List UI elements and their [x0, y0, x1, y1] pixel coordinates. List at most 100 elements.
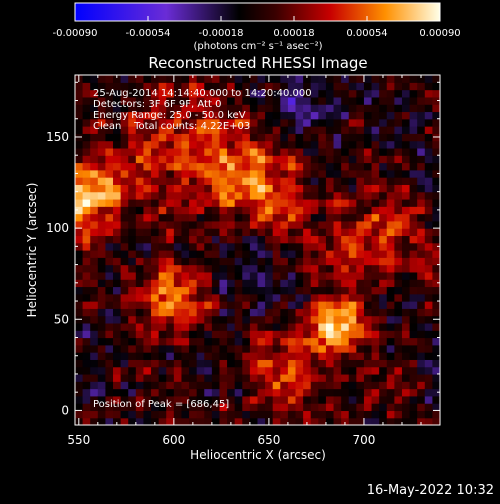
- heatmap-cell: [333, 395, 342, 404]
- heatmap-cell: [417, 118, 426, 127]
- heatmap-cell: [173, 286, 183, 295]
- heatmap-cell: [432, 293, 440, 302]
- heatmap-cell: [432, 198, 440, 207]
- heatmap-cell: [135, 337, 145, 346]
- heatmap-cell: [82, 352, 91, 360]
- heatmap-cell: [341, 286, 350, 295]
- heatmap-cell: [120, 403, 129, 412]
- heatmap-cell: [120, 395, 129, 404]
- heatmap-cell: [272, 75, 281, 83]
- heatmap-cell: [257, 126, 266, 134]
- heatmap-cell: [318, 257, 327, 266]
- heatmap-cell: [280, 257, 289, 266]
- heatmap-cell: [204, 242, 213, 251]
- heatmap-cell: [227, 104, 236, 113]
- heatmap-cell: [158, 417, 167, 425]
- heatmap-cell: [189, 89, 198, 98]
- heatmap-cell: [424, 308, 433, 317]
- heatmap-cell: [113, 381, 122, 390]
- heatmap-cell: [181, 177, 190, 185]
- heatmap-cell: [379, 395, 388, 404]
- heatmap-cell: [234, 322, 243, 331]
- heatmap-cell: [333, 75, 342, 83]
- heatmap-cell: [310, 381, 319, 390]
- heatmap-cell: [272, 373, 281, 382]
- heatmap-cell: [424, 279, 433, 288]
- heatmap-cell: [341, 235, 350, 244]
- heatmap-cell: [227, 213, 236, 222]
- heatmap-cell: [97, 169, 107, 178]
- heatmap-cell: [401, 337, 411, 346]
- heatmap-cell: [143, 75, 152, 83]
- heatmap-cell: [173, 322, 183, 331]
- heatmap-cell: [189, 250, 198, 258]
- heatmap-cell: [295, 264, 304, 273]
- heatmap-cell: [265, 403, 274, 412]
- heatmap-cell: [173, 279, 183, 288]
- heatmap-cell: [249, 315, 259, 324]
- heatmap-cell: [386, 410, 395, 419]
- heatmap-cell: [234, 403, 243, 412]
- heatmap-cell: [272, 417, 281, 425]
- heatmap-cell: [310, 118, 319, 127]
- heatmap-cell: [280, 206, 289, 215]
- heatmap-cell: [257, 169, 266, 178]
- heatmap-cell: [348, 366, 357, 375]
- heatmap-cell: [204, 322, 213, 331]
- heatmap-cell: [409, 213, 418, 222]
- heatmap-cell: [424, 104, 433, 113]
- heatmap-cell: [242, 250, 251, 258]
- heatmap-cell: [272, 264, 281, 273]
- heatmap-cell: [234, 220, 243, 229]
- heatmap-cell: [272, 352, 281, 360]
- heatmap-cell: [97, 271, 107, 280]
- heatmap-cell: [356, 366, 365, 375]
- heatmap-cell: [143, 344, 152, 353]
- heatmap-cell: [386, 330, 395, 339]
- heatmap-cell: [135, 286, 145, 295]
- heatmap-cell: [189, 373, 198, 382]
- heatmap-cell: [128, 155, 137, 164]
- heatmap-cell: [417, 403, 426, 412]
- heatmap-cell: [189, 75, 198, 83]
- heatmap-cell: [242, 213, 251, 222]
- heatmap-cell: [432, 366, 440, 375]
- heatmap-cell: [113, 264, 122, 273]
- heatmap-cell: [363, 337, 373, 346]
- heatmap-cell: [97, 279, 107, 288]
- heatmap-cell: [189, 191, 198, 200]
- heatmap-cell: [75, 381, 84, 390]
- heatmap-cell: [227, 126, 236, 134]
- heatmap-cell: [379, 198, 388, 207]
- heatmap-cell: [211, 162, 221, 171]
- heatmap-cell: [105, 381, 114, 390]
- heatmap-cell: [386, 191, 395, 200]
- heatmap-cell: [432, 403, 440, 412]
- heatmap-cell: [394, 228, 403, 237]
- heatmap-cell: [325, 301, 335, 309]
- heatmap-cell: [356, 191, 365, 200]
- heatmap-cell: [75, 213, 84, 222]
- heatmap-cell: [204, 235, 213, 244]
- heatmap-cell: [303, 228, 312, 237]
- heatmap-cell: [409, 373, 418, 382]
- heatmap-cell: [401, 140, 411, 149]
- heatmap-cell: [401, 315, 411, 324]
- heatmap-cell: [82, 242, 91, 251]
- heatmap-cell: [249, 250, 259, 258]
- heatmap-cell: [249, 82, 259, 91]
- heatmap-cell: [196, 126, 205, 134]
- heatmap-cell: [424, 352, 433, 360]
- heatmap-cell: [371, 286, 380, 295]
- heatmap-cell: [105, 235, 114, 244]
- heatmap-cell: [113, 213, 122, 222]
- heatmap-cell: [211, 96, 221, 105]
- heatmap-cell: [348, 352, 357, 360]
- heatmap-cell: [113, 162, 122, 171]
- heatmap-cell: [196, 111, 205, 120]
- heatmap-cell: [333, 286, 342, 295]
- heatmap-cell: [181, 352, 190, 360]
- heatmap-cell: [211, 315, 221, 324]
- heatmap-cell: [401, 126, 411, 134]
- heatmap-cell: [417, 228, 426, 237]
